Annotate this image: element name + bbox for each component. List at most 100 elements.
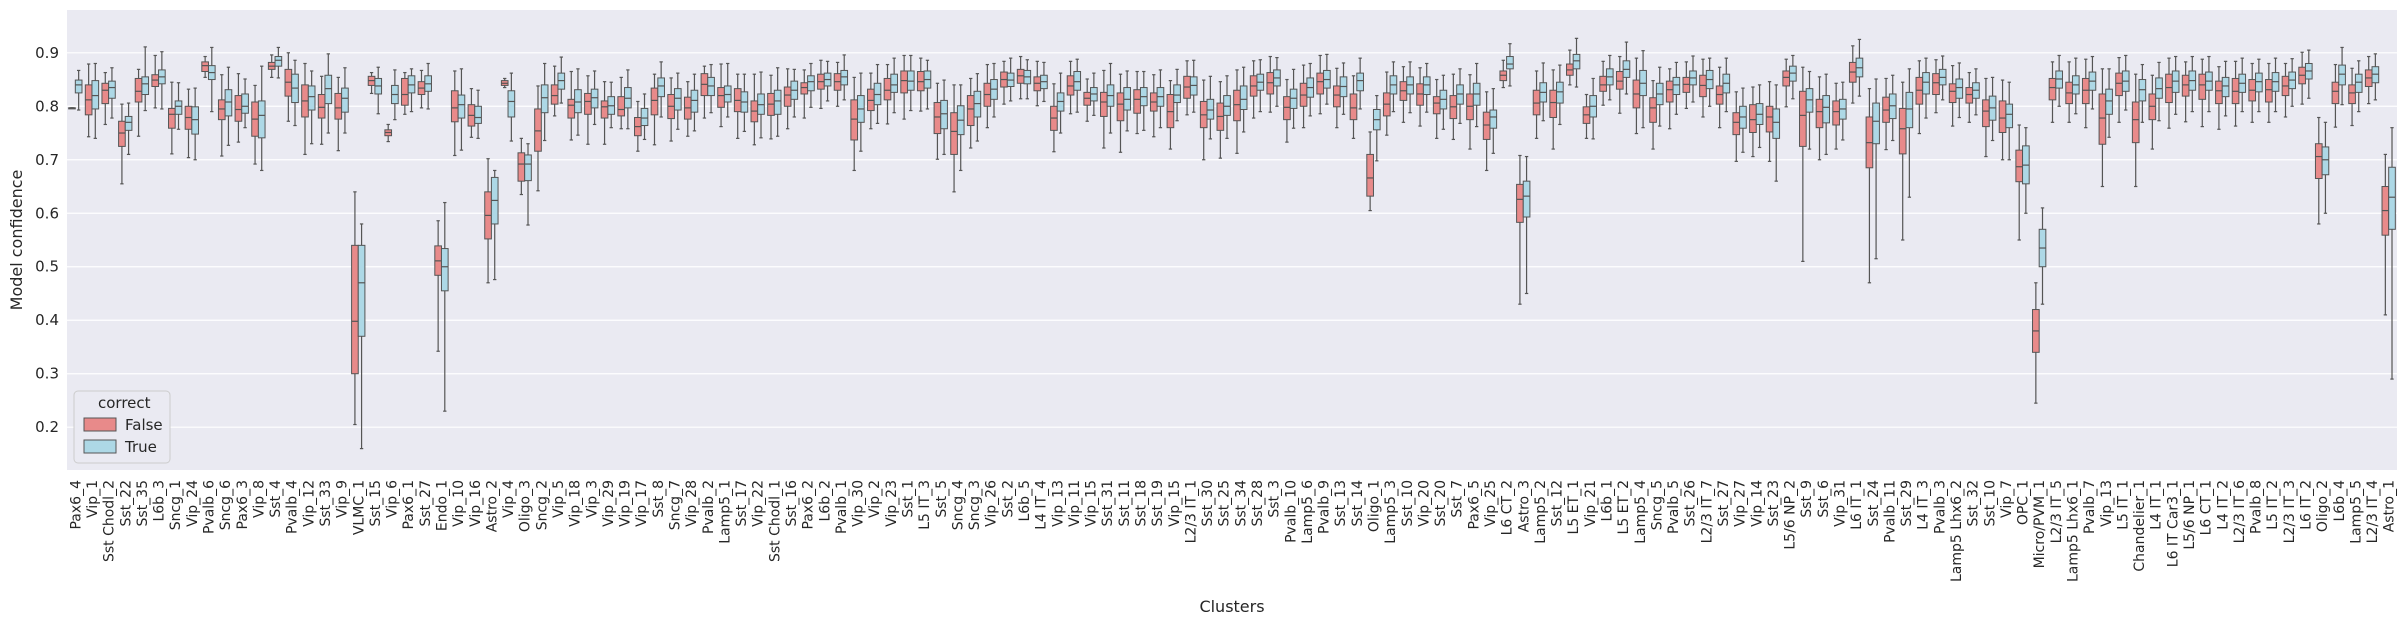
box-true bbox=[2205, 55, 2213, 113]
x-tick-label: Sst Chodl_1 bbox=[767, 480, 783, 562]
box-true bbox=[158, 51, 166, 110]
box-body bbox=[2255, 72, 2263, 93]
box-false bbox=[1382, 71, 1391, 136]
x-tick-label: Pax6_1 bbox=[401, 480, 417, 530]
box-body bbox=[600, 100, 609, 119]
box-true bbox=[1189, 59, 1198, 113]
box-body bbox=[1665, 80, 1674, 103]
box-body bbox=[1948, 83, 1957, 104]
x-tick-label: Vip_2 bbox=[867, 480, 883, 518]
x-tick-label: Sst_27 bbox=[1716, 480, 1732, 526]
x-tick-label: Astro_3 bbox=[1516, 480, 1532, 532]
box-body bbox=[890, 73, 898, 93]
box-true bbox=[1822, 73, 1830, 156]
box-body bbox=[2131, 101, 2140, 144]
box-body bbox=[2338, 64, 2346, 86]
box-body bbox=[2331, 81, 2340, 105]
box-false bbox=[650, 73, 659, 146]
box-body bbox=[440, 248, 449, 292]
box-body bbox=[1333, 85, 1341, 108]
x-tick-label: L2/3 IT_3 bbox=[2282, 480, 2298, 543]
box-true bbox=[1156, 69, 1165, 129]
box-false bbox=[2081, 58, 2090, 129]
box-true bbox=[224, 66, 233, 146]
box-body bbox=[2314, 143, 2323, 179]
x-tick-label: Vip_3 bbox=[584, 480, 600, 518]
box-true bbox=[1905, 68, 1914, 198]
box-body bbox=[317, 94, 326, 119]
box-body bbox=[1506, 56, 1514, 70]
x-tick-label: Sst_25 bbox=[1217, 480, 1233, 526]
box-true bbox=[1955, 62, 1964, 119]
box-true bbox=[607, 81, 616, 129]
box-body bbox=[2221, 76, 2230, 98]
x-tick-label: Vip_10 bbox=[451, 480, 467, 527]
box-true bbox=[1972, 68, 1980, 116]
box-true bbox=[1323, 53, 1331, 105]
x-tick-label: Pvalb_7 bbox=[2082, 480, 2098, 534]
x-tick-label: Vip_20 bbox=[1416, 480, 1432, 527]
x-tick-label: Astro_1 bbox=[2382, 480, 2398, 532]
box-false bbox=[1499, 59, 1508, 89]
x-tick-label: Sncg_3 bbox=[967, 480, 983, 530]
box-body bbox=[224, 89, 233, 117]
box-body bbox=[807, 75, 815, 92]
box-true bbox=[1306, 62, 1315, 117]
x-tick-label: L2/3 IT_7 bbox=[1699, 480, 1715, 543]
box-true bbox=[2354, 60, 2363, 113]
x-tick-label: L2/3 IT_4 bbox=[2365, 480, 2381, 543]
box-false bbox=[1532, 70, 1541, 139]
x-tick-label: Sst_29 bbox=[1899, 480, 1915, 526]
box-body bbox=[1599, 75, 1607, 92]
box-true bbox=[906, 54, 915, 112]
box-body bbox=[1206, 98, 1215, 120]
box-body bbox=[567, 98, 576, 119]
box-true bbox=[1073, 58, 1082, 113]
box-true bbox=[1472, 62, 1481, 128]
x-tick-label: Lamp5_6 bbox=[1300, 480, 1316, 544]
box-false bbox=[2115, 57, 2123, 123]
x-tick-label: Sncg_2 bbox=[534, 480, 550, 530]
x-tick-label: Sst_6 bbox=[1816, 480, 1832, 518]
x-tick-label: VLMC_1 bbox=[351, 480, 367, 535]
x-tick-label: L6 CT_1 bbox=[2199, 480, 2215, 535]
x-tick-label: Sst_1 bbox=[900, 480, 916, 518]
box-false bbox=[151, 54, 160, 109]
box-false bbox=[2048, 61, 2057, 123]
box-body bbox=[1872, 102, 1880, 145]
x-tick-label: L4 IT_1 bbox=[2149, 480, 2165, 530]
box-true bbox=[274, 46, 283, 79]
box-body bbox=[1765, 105, 1774, 133]
box-true bbox=[1572, 37, 1581, 88]
box-true bbox=[191, 87, 199, 161]
box-true bbox=[1090, 72, 1098, 116]
box-false bbox=[584, 75, 592, 145]
box-true bbox=[1772, 84, 1781, 182]
box-true bbox=[1639, 50, 1647, 129]
box-true bbox=[1239, 66, 1248, 133]
box-false bbox=[1266, 55, 1275, 113]
x-tick-label: L6b_2 bbox=[817, 480, 833, 522]
x-tick-label: Pvalb_1 bbox=[834, 480, 850, 534]
box-true bbox=[2221, 60, 2230, 117]
box-body bbox=[1422, 76, 1431, 96]
box-true bbox=[374, 66, 383, 115]
box-body bbox=[1556, 81, 1564, 104]
box-body bbox=[673, 88, 682, 111]
box-true bbox=[1605, 54, 1614, 101]
x-tick-label: Sst_19 bbox=[1150, 480, 1166, 526]
box-body bbox=[690, 89, 699, 113]
box-true bbox=[757, 71, 765, 139]
box-body bbox=[2388, 166, 2396, 230]
box-true bbox=[2304, 49, 2313, 99]
box-true bbox=[1705, 57, 1714, 107]
box-false bbox=[767, 74, 775, 140]
box-body bbox=[1832, 100, 1840, 126]
box-false bbox=[1199, 79, 1208, 161]
box-true bbox=[241, 78, 249, 129]
box-body bbox=[2181, 74, 2190, 97]
box-true bbox=[2022, 127, 2030, 214]
box-body bbox=[118, 120, 126, 147]
box-false bbox=[1932, 59, 1940, 114]
box-true bbox=[890, 57, 898, 114]
